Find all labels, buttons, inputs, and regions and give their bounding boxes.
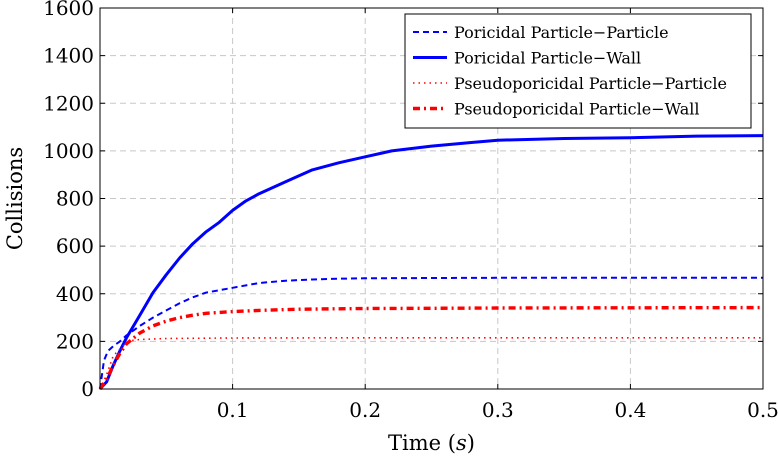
series-line-3: [99, 336, 763, 390]
y-axis-label: Collisions: [3, 147, 27, 250]
y-tick-label: 0: [81, 377, 94, 401]
legend-label-3: Pseudoporicidal Particle−Particle: [454, 74, 727, 93]
series-line-4: [98, 305, 764, 390]
y-tick-label: 800: [56, 187, 94, 211]
x-tick-label: 0.1: [217, 398, 249, 422]
legend-box: [404, 13, 752, 129]
y-tick-label: 200: [56, 329, 94, 353]
x-axis-label-close: ): [467, 431, 475, 455]
x-tick-label: 0.3: [482, 398, 514, 422]
x-tick-label: 0.2: [349, 398, 381, 422]
legend-label-1: Poricidal Particle−Particle: [454, 23, 669, 42]
legend-label-4: Pseudoporicidal Particle−Wall: [454, 100, 699, 119]
x-tick-label: 0.5: [747, 398, 778, 422]
series-line-2: [98, 134, 764, 391]
legend-label-2: Poricidal Particle−Wall: [454, 49, 641, 68]
x-axis-label-unit: s: [456, 431, 467, 455]
y-tick-label: 1600: [43, 0, 94, 20]
legend: Poricidal Particle−Particle Poricidal Par…: [404, 13, 752, 129]
x-axis-label: Time (s): [388, 431, 475, 455]
y-tick-label: 1400: [43, 44, 94, 68]
y-tick-label: 600: [56, 234, 94, 258]
ticks: 0 200 400 600 800 1000 1200 1400 1600 0.1 0.2 0.3 0.…: [43, 0, 778, 422]
y-tick-label: 1200: [43, 91, 94, 115]
series-line-1: [99, 276, 763, 390]
y-tick-label: 400: [56, 282, 94, 306]
y-tick-label: 1000: [43, 139, 94, 163]
series-lines: [98, 134, 764, 391]
x-axis-label-text: Time (: [388, 431, 456, 455]
x-tick-label: 0.4: [614, 398, 646, 422]
